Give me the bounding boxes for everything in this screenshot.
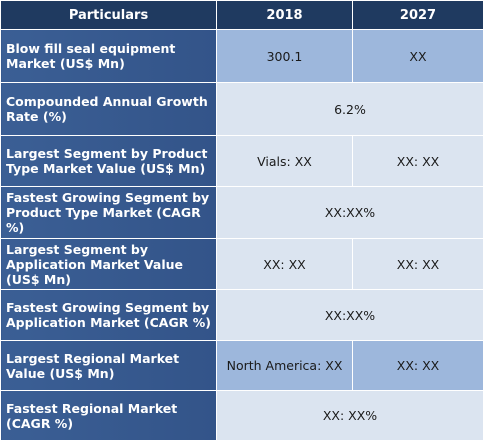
merged-value: XX:XX% <box>217 187 483 239</box>
header-year-2027: 2027 <box>353 1 483 30</box>
header-row: Particulars 2018 2027 <box>1 1 483 30</box>
row-label: Fastest Regional Market (CAGR %) <box>1 391 217 441</box>
row-label: Compounded Annual Growth Rate (%) <box>1 83 217 136</box>
value-2027: XX <box>353 30 483 83</box>
header-particulars: Particulars <box>1 1 217 30</box>
table-row: Fastest Growing Segment by Application M… <box>1 290 483 341</box>
merged-value: XX: XX% <box>217 391 483 441</box>
table-row: Largest Regional Market Value (US$ Mn) N… <box>1 341 483 391</box>
table-row: Largest Segment by Product Type Market V… <box>1 136 483 187</box>
value-2018: North America: XX <box>217 341 353 391</box>
value-2027: XX: XX <box>353 136 483 187</box>
table-row: Fastest Growing Segment by Product Type … <box>1 187 483 239</box>
row-label: Largest Segment by Product Type Market V… <box>1 136 217 187</box>
table-row: Compounded Annual Growth Rate (%) 6.2% <box>1 83 483 136</box>
row-label: Largest Segment by Application Market Va… <box>1 239 217 290</box>
value-2027: XX: XX <box>353 341 483 391</box>
value-2027: XX: XX <box>353 239 483 290</box>
row-label: Blow fill seal equipment Market (US$ Mn) <box>1 30 217 83</box>
row-label: Fastest Growing Segment by Application M… <box>1 290 217 341</box>
merged-value: XX:XX% <box>217 290 483 341</box>
merged-value: 6.2% <box>217 83 483 136</box>
row-label: Fastest Growing Segment by Product Type … <box>1 187 217 239</box>
row-label: Largest Regional Market Value (US$ Mn) <box>1 341 217 391</box>
value-2018: 300.1 <box>217 30 353 83</box>
header-year-2018: 2018 <box>217 1 353 30</box>
table-row: Blow fill seal equipment Market (US$ Mn)… <box>1 30 483 83</box>
table-row: Largest Segment by Application Market Va… <box>1 239 483 290</box>
value-2018: XX: XX <box>217 239 353 290</box>
table-row: Fastest Regional Market (CAGR %) XX: XX% <box>1 391 483 441</box>
value-2018: Vials: XX <box>217 136 353 187</box>
